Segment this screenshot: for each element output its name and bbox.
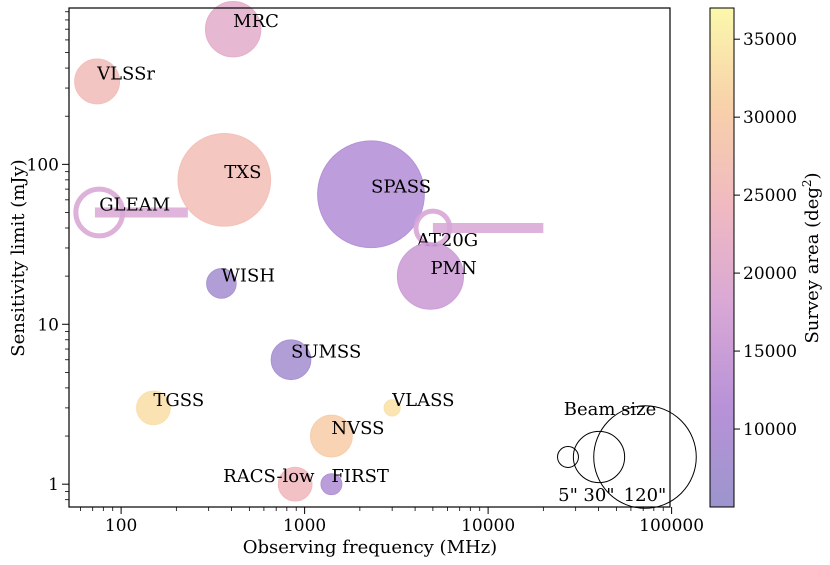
point-mrc	[204, 1, 262, 58]
colorbar-tick-label: 20000	[743, 264, 797, 284]
beam-legend-label: 5"	[558, 485, 578, 506]
beam-legend-title: Beam size	[564, 399, 657, 420]
y-tick-label: 10	[37, 315, 59, 335]
range-bar-at20g	[432, 222, 544, 233]
point-spass	[317, 140, 425, 249]
range-bar-gleam	[94, 207, 188, 218]
point-label-gleam: GLEAM	[99, 194, 170, 215]
beam-legend-label: 30"	[583, 485, 614, 506]
point-label-spass: SPASS	[371, 176, 431, 197]
colorbar-tick-label: 35000	[743, 30, 797, 50]
point-label-mrc: MRC	[233, 11, 279, 32]
point-pmn	[396, 242, 465, 310]
plot-frame	[68, 7, 671, 508]
axis-ticks: 100 1000 10000 100000 1 10 100	[27, 11, 704, 536]
colorbar	[709, 7, 735, 508]
point-gleam	[73, 186, 126, 239]
colorbar-tick-label: 30000	[743, 108, 797, 128]
point-tgss	[136, 390, 171, 426]
x-tick-label: 1000	[283, 516, 326, 536]
point-label-sumss: SUMSS	[291, 342, 361, 363]
colorbar-label: Survey area (deg2)	[800, 172, 823, 343]
point-label-pmn: PMN	[430, 258, 476, 279]
point-label-tgss: TGSS	[153, 390, 204, 411]
y-tick-label: 100	[27, 155, 59, 175]
point-label-racs-low: RACS-low	[223, 466, 315, 487]
point-label-vlass: VLASS	[391, 390, 454, 411]
point-label-txs: TXS	[224, 162, 261, 183]
colorbar-ticks: 10000 15000 20000 25000 30000 35000	[734, 30, 797, 440]
point-sumss	[270, 339, 312, 381]
y-tick-label: 1	[48, 475, 59, 495]
beam-legend-circle	[557, 446, 579, 468]
point-wish	[206, 268, 237, 299]
colorbar-tick-label: 25000	[743, 186, 797, 206]
beam-legend-label: 120"	[624, 485, 667, 506]
colorbar-tick-label: 10000	[743, 420, 797, 440]
x-tick-label: 100000	[639, 516, 704, 536]
point-nvss	[309, 414, 353, 458]
x-axis-label: Observing frequency (MHz)	[243, 537, 497, 558]
x-tick-label: 10000	[461, 516, 515, 536]
beam-legend: 5" 30" 120"	[557, 405, 697, 509]
point-first	[320, 473, 343, 496]
point-vlssr	[74, 58, 121, 105]
point-racs-low	[277, 466, 313, 502]
point-txs	[177, 133, 272, 227]
point-label-wish: WISH	[221, 265, 275, 286]
beam-legend-circle	[572, 430, 626, 484]
y-axis-label: Sensitivity limit (mJy)	[8, 159, 29, 356]
point-label-nvss: NVSS	[331, 418, 384, 439]
beam-legend-circle	[593, 405, 697, 509]
point-label-vlssr: VLSSr	[96, 63, 155, 84]
x-tick-label: 100	[105, 516, 137, 536]
point-vlass	[383, 399, 401, 417]
colorbar-tick-label: 15000	[743, 342, 797, 362]
point-label-first: FIRST	[331, 466, 389, 487]
